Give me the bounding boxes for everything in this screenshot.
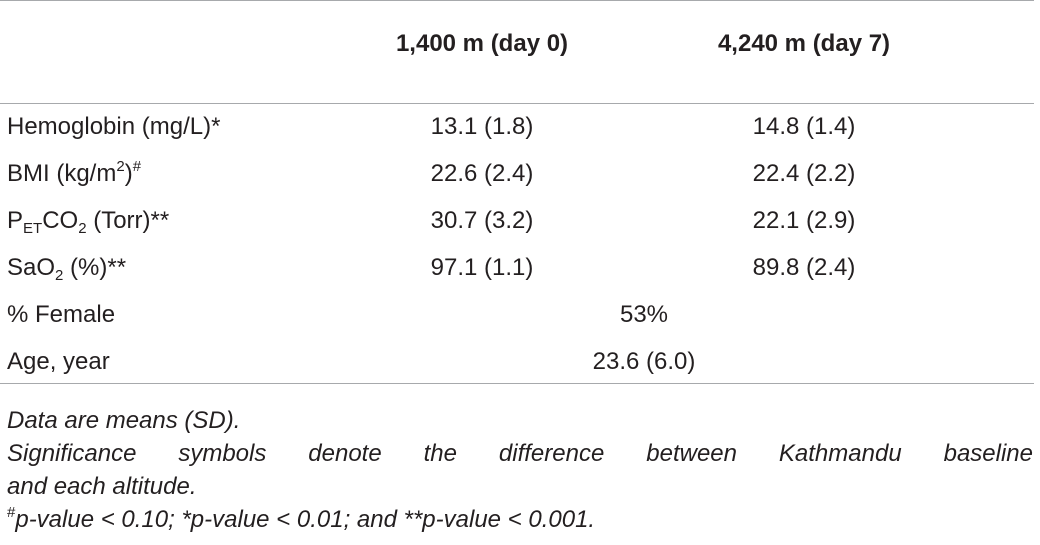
- table-row-female: % Female 53%: [0, 293, 1034, 340]
- table-row-sao2: SaO2 (%)** 97.1 (1.1) 89.8 (2.4): [0, 246, 1034, 293]
- header-rule: [0, 103, 1034, 104]
- table-row-hemoglobin: Hemoglobin (mg/L)* 13.1 (1.8) 14.8 (1.4): [0, 105, 1034, 152]
- cell-1400m: 22.6 (2.4): [430, 160, 534, 187]
- footnote-significance-cont: and each altitude.: [7, 473, 197, 500]
- row-label: % Female: [7, 301, 116, 328]
- table-top-rule: [0, 0, 1034, 1]
- row-label: PETCO2 (Torr)**: [7, 207, 170, 237]
- footnote-means: Data are means (SD).: [7, 407, 241, 434]
- cell-4240m: 89.8 (2.4): [752, 254, 856, 281]
- cell-4240m: 22.1 (2.9): [752, 207, 856, 234]
- cell-combined: 23.6 (6.0): [592, 348, 696, 375]
- column-header-1400m: 1,400 m (day 0): [395, 30, 569, 57]
- row-label: SaO2 (%)**: [7, 254, 127, 284]
- footnote-pvalues: #p-value < 0.10; *p-value < 0.01; and **…: [7, 504, 596, 533]
- column-header-4240m: 4,240 m (day 7): [717, 30, 891, 57]
- cell-4240m: 22.4 (2.2): [752, 160, 856, 187]
- cell-1400m: 30.7 (3.2): [430, 207, 534, 234]
- table-row-petco2: PETCO2 (Torr)** 30.7 (3.2) 22.1 (2.9): [0, 199, 1034, 246]
- cell-combined: 53%: [619, 301, 669, 328]
- cell-4240m: 14.8 (1.4): [752, 113, 856, 140]
- table-row-bmi: BMI (kg/m2)# 22.6 (2.4) 22.4 (2.2): [0, 152, 1034, 199]
- table-footnotes: Data are means (SD). Significance symbol…: [7, 404, 1033, 536]
- table-row-age: Age, year 23.6 (6.0): [0, 340, 1034, 387]
- row-label: BMI (kg/m2)#: [7, 158, 142, 187]
- row-label: Hemoglobin (mg/L)*: [7, 113, 221, 140]
- row-label: Age, year: [7, 348, 110, 375]
- footnote-significance: Significance symbols denote the differen…: [7, 440, 1033, 467]
- table-bottom-rule: [0, 383, 1034, 384]
- cell-1400m: 97.1 (1.1): [430, 254, 534, 281]
- cell-1400m: 13.1 (1.8): [430, 113, 534, 140]
